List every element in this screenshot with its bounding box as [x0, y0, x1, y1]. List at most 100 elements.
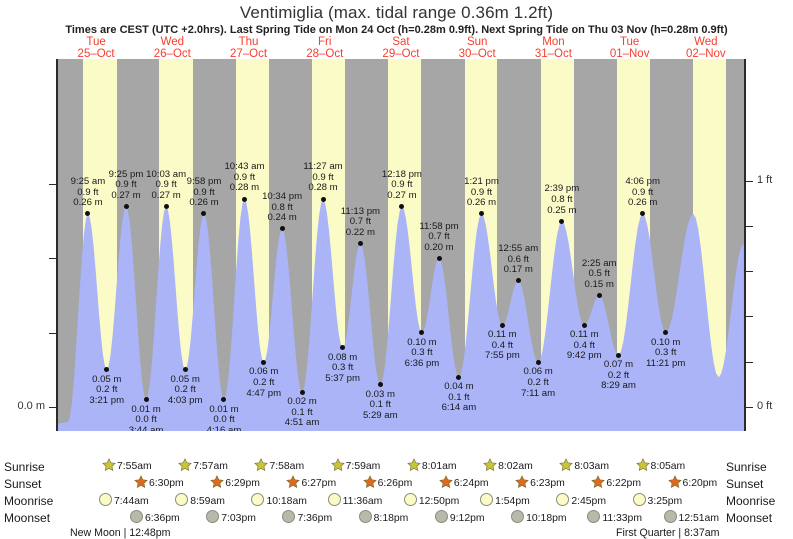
moon-phase-0: New Moon | 12:48pm	[70, 527, 171, 539]
left-axis-0.3-tick	[49, 184, 56, 185]
high-tide-label-13-line-2: 0.15 m	[584, 278, 614, 290]
moon-icon	[663, 510, 677, 523]
high-tide-label-12-line-2: 0.25 m	[547, 204, 577, 216]
moonset-time: 9:12pm	[449, 513, 485, 524]
day-header-date: 31–Oct	[534, 48, 572, 60]
star-icon	[591, 475, 606, 489]
day-header-date: 01–Nov	[609, 48, 650, 60]
high-tide-label-2-line-1: 0.9 ft	[155, 179, 177, 191]
high-tide-label-4-line-2: 0.28 m	[229, 182, 260, 194]
day-header-dow: Thu	[238, 36, 259, 48]
low-tide-label-9-line-2: 6:14 am	[441, 402, 477, 414]
star-icon	[330, 458, 345, 472]
right-axis-line	[744, 59, 746, 431]
moonrise-cell-2: 10:18am	[251, 493, 307, 507]
day-header-dow: Tue	[86, 36, 106, 48]
low-tide-label-10-line-2: 7:55 pm	[485, 350, 520, 362]
low-tide-dot-0	[104, 367, 110, 373]
low-tide-label-8-line-0: 0.10 m	[407, 336, 437, 348]
star-icon	[559, 458, 574, 472]
moonset-time: 11:33pm	[602, 513, 642, 524]
high-tide-dot-7	[357, 241, 363, 247]
tide-water-fill	[58, 199, 744, 431]
high-tide-label-13-line-0: 2:25 am	[581, 257, 617, 269]
low-tide-label-0: 0.05 m 0.2 ft 3:21 pm	[62, 374, 152, 407]
low-tide-dot-1	[143, 397, 149, 403]
high-tide-dot-2	[163, 203, 169, 209]
moonset-cell-0: 6:36pm	[130, 510, 180, 524]
star-icon	[407, 458, 421, 472]
sunset-time: 6:27pm	[301, 478, 337, 489]
low-tide-label-7-line-0: 0.03 m	[365, 388, 395, 400]
star-icon	[439, 475, 453, 489]
left-axis-line	[56, 59, 58, 431]
high-tide-label-0-line-0: 9:25 am	[70, 176, 106, 188]
high-tide-label-8-line-2: 0.27 m	[387, 189, 417, 201]
moonset-row-label-right: Moonset	[726, 511, 773, 525]
day-header-1: Wed 26–Oct	[134, 36, 210, 60]
tide-curve	[58, 199, 744, 431]
low-tide-label-13-line-1: 0.2 ft	[607, 369, 630, 381]
high-tide-dot-5	[279, 226, 285, 232]
high-tide-dot-4	[241, 196, 247, 202]
low-tide-label-3-line-0: 0.01 m	[209, 403, 239, 415]
high-tide-label-2: 10:03 am 0.9 ft 0.27 m	[121, 169, 211, 202]
high-tide-label-3: 9:58 pm 0.9 ft 0.26 m	[159, 176, 249, 209]
high-tide-label-9-line-1: 0.7 ft	[428, 231, 450, 243]
low-tide-label-1-line-1: 0.0 ft	[135, 414, 157, 426]
day-header-date: 29–Oct	[382, 48, 420, 60]
moonrise-cell-0: 7:44am	[99, 493, 149, 507]
sunrise-cell-7: 8:05am	[635, 458, 685, 472]
moonset-cell-2: 7:36pm	[282, 510, 332, 524]
moonset-time: 12:51am	[678, 513, 719, 524]
star-icon	[254, 458, 269, 472]
high-tide-label-10-line-0: 1:21 pm	[464, 176, 499, 188]
high-tide-label-7-line-1: 0.7 ft	[349, 216, 372, 228]
left-axis-0.0-tick	[49, 407, 56, 408]
star-icon	[483, 458, 497, 472]
low-tide-label-2-line-0: 0.05 m	[170, 373, 200, 385]
moonrise-time: 3:25pm	[647, 496, 683, 507]
day-header-dow: Wed	[694, 36, 718, 48]
day-header-2: Thu 27–Oct	[210, 36, 286, 60]
moon-icon	[632, 493, 646, 506]
moon-icon	[480, 493, 494, 506]
high-tide-label-9-line-0: 11:58 pm	[419, 220, 459, 232]
sunset-time: 6:29pm	[225, 478, 260, 489]
sunrise-time: 7:58am	[269, 461, 305, 472]
moon-icon	[403, 493, 417, 506]
day-header-date: 28–Oct	[306, 48, 344, 60]
low-tide-label-14-line-0: 0.10 m	[651, 336, 681, 348]
day-header-8: Wed 02–Nov	[668, 36, 744, 60]
day-header-6: Mon 31–Oct	[515, 36, 591, 60]
high-tide-label-6-line-2: 0.28 m	[308, 182, 338, 194]
low-tide-label-6: 0.08 m 0.3 ft 5:37 pm	[298, 352, 388, 385]
low-tide-dot-3	[221, 397, 227, 403]
sunset-row-label-right: Sunset	[726, 477, 764, 491]
moonrise-time: 10:18am	[266, 496, 307, 507]
high-tide-label-8: 12:18 pm 0.9 ft 0.27 m	[357, 169, 447, 202]
right-axis-0.4-tick	[746, 316, 753, 317]
low-tide-label-5-line-2: 4:51 am	[284, 417, 320, 429]
high-tide-label-11-line-1: 0.6 ft	[507, 253, 529, 265]
low-tide-label-2-line-2: 4:03 pm	[167, 395, 203, 407]
right-axis-0.6-tick	[746, 271, 753, 272]
high-tide-label-14-line-1: 0.9 ft	[632, 186, 654, 198]
high-tide-dot-0	[85, 211, 91, 217]
right-axis-0.2-tick	[746, 362, 753, 363]
sunrise-time: 7:55am	[117, 461, 152, 472]
low-tide-dot-11	[535, 359, 541, 365]
moon-icon	[327, 493, 341, 506]
star-icon	[362, 475, 377, 489]
day-header-date: 26–Oct	[153, 48, 191, 60]
low-tide-label-12-line-0: 0.11 m	[569, 329, 599, 341]
moon-icon	[251, 493, 265, 506]
high-tide-label-1-line-0: 9:25 pm	[108, 168, 144, 180]
sunset-time: 6:20pm	[682, 478, 718, 489]
high-tide-label-0: 9:25 am 0.9 ft 0.26 m	[58, 176, 133, 209]
day-header-date: 27–Oct	[229, 48, 268, 60]
day-header-dow: Wed	[160, 36, 185, 48]
low-tide-label-4: 0.06 m 0.2 ft 4:47 pm	[219, 367, 309, 399]
sunset-cell-7: 6:20pm	[667, 475, 718, 489]
moon-icon	[282, 510, 296, 523]
